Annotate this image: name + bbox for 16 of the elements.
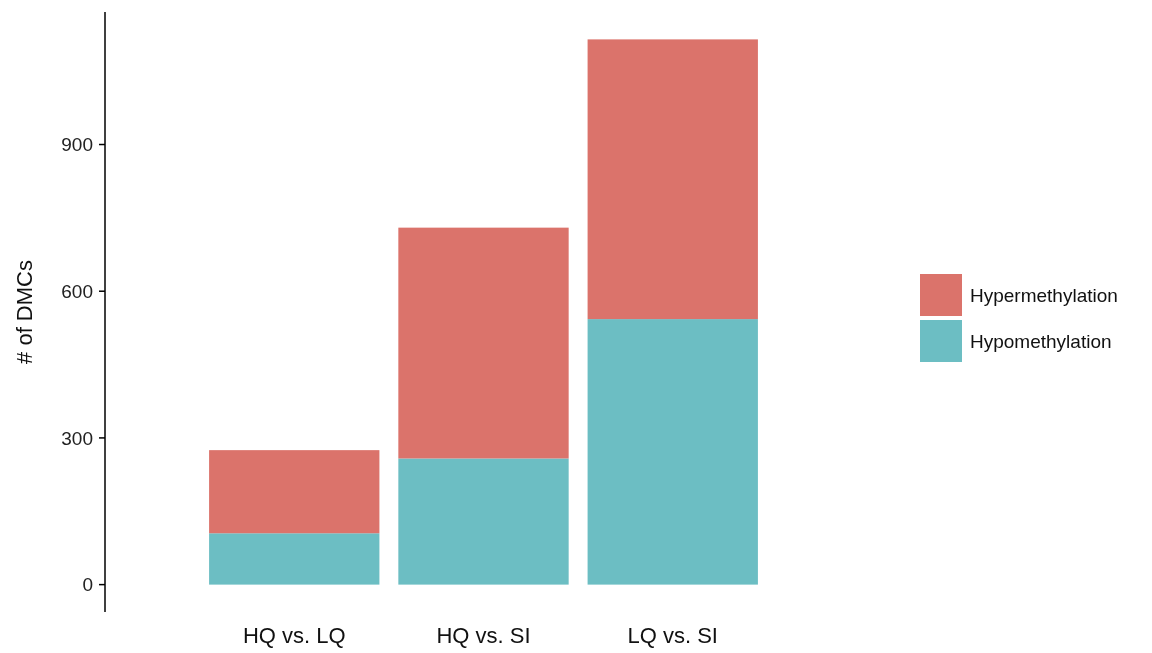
legend-label: Hypermethylation [970, 284, 1118, 306]
x-tick-label: LQ vs. SI [627, 623, 718, 648]
bar [398, 458, 569, 585]
bar [209, 450, 380, 534]
bar [587, 39, 758, 320]
y-tick-label: 300 [61, 427, 93, 449]
y-tick-label: 0 [82, 574, 93, 596]
x-tick-label: HQ vs. SI [436, 623, 531, 648]
y-tick-label: 900 [61, 134, 93, 156]
bar [587, 319, 758, 585]
y-axis-title: # of DMCs [12, 260, 37, 364]
x-tick-label: HQ vs. LQ [242, 623, 346, 648]
bar [209, 533, 380, 585]
bar [398, 227, 569, 459]
legend-label: Hypomethylation [970, 330, 1112, 352]
y-tick-label: 600 [61, 280, 93, 302]
